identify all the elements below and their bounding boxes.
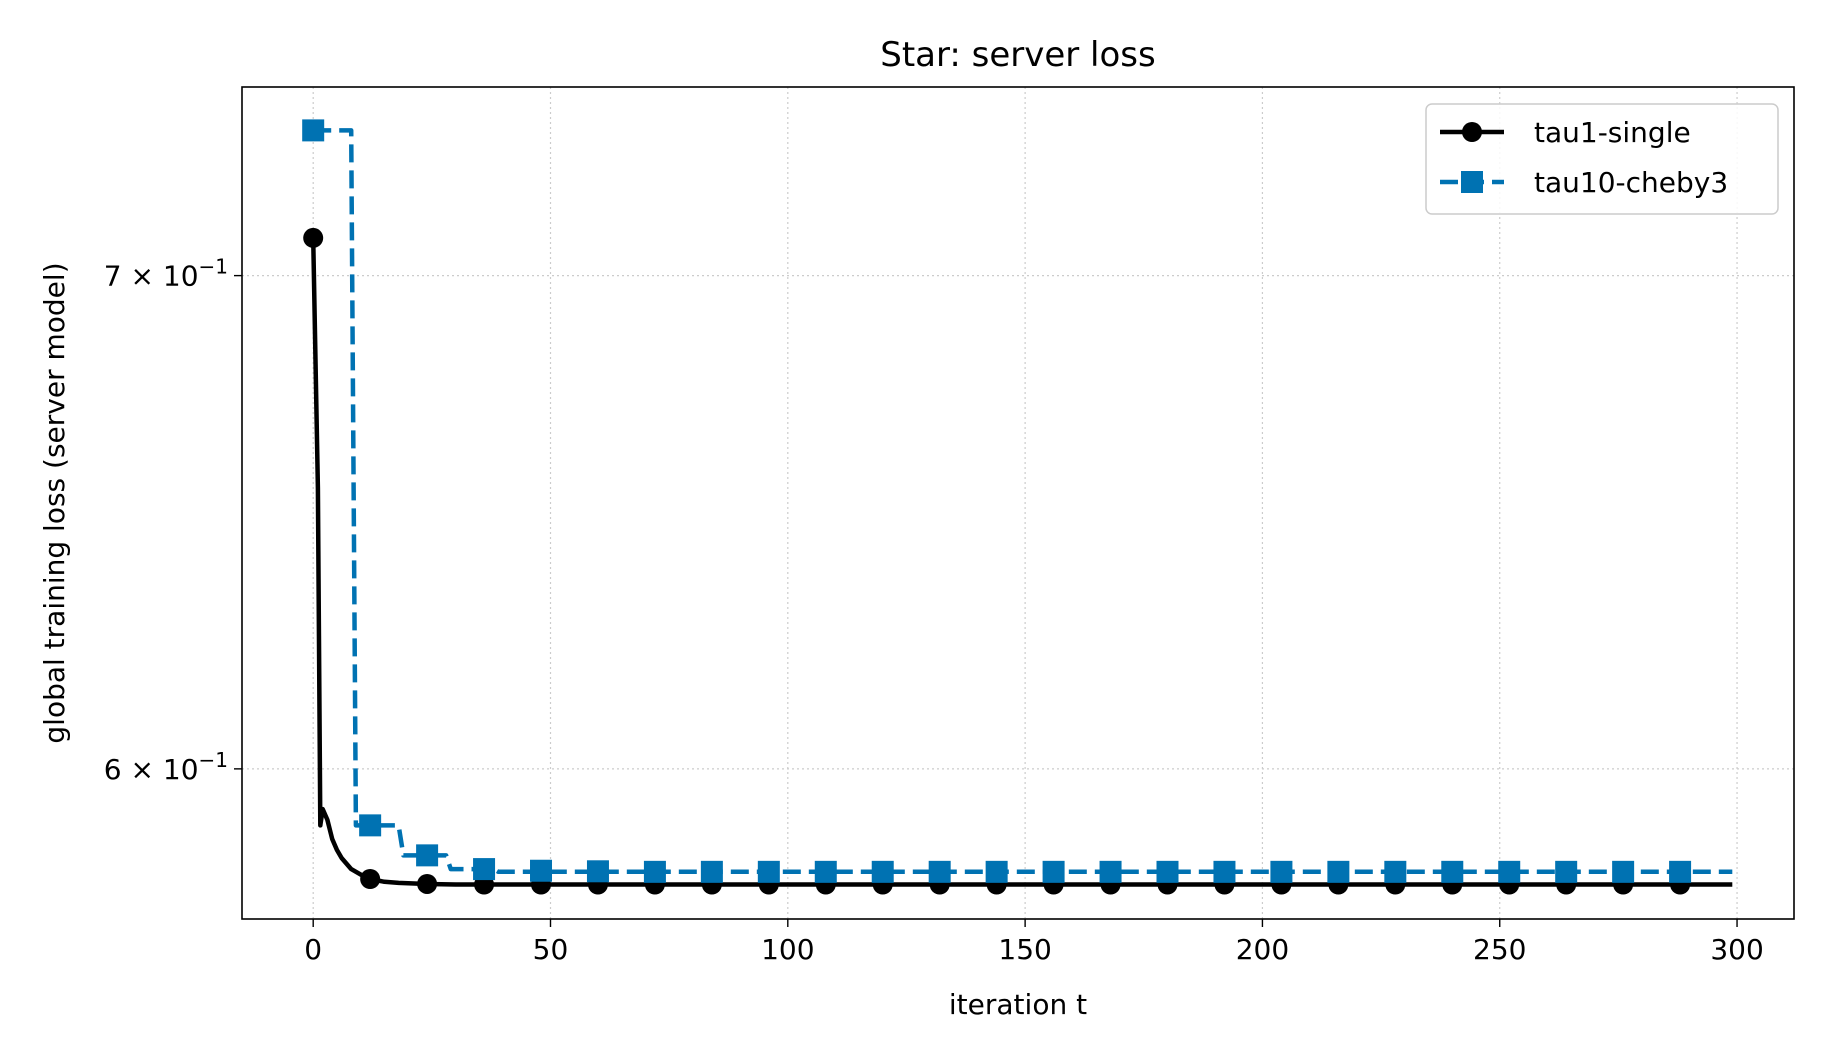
- x-tick-label: 50: [533, 933, 569, 966]
- data-point: [1669, 860, 1692, 883]
- y-tick-mantissa: 7: [104, 260, 122, 293]
- y-tick-label: 7 × 10−1: [104, 255, 228, 293]
- data-point: [1441, 860, 1464, 883]
- y-tick-mantissa: 6: [104, 753, 122, 786]
- data-point: [1042, 860, 1065, 883]
- x-tick-label: 300: [1710, 933, 1763, 966]
- series-tau10-cheby3: [302, 119, 1733, 883]
- y-tick-times: × 10: [122, 753, 199, 786]
- data-point: [871, 860, 894, 883]
- data-point: [360, 869, 381, 890]
- data-point: [586, 860, 609, 883]
- data-point: [1213, 860, 1236, 883]
- data-point: [1099, 860, 1122, 883]
- data-point: [1384, 860, 1407, 883]
- y-axis: 7 × 10−16 × 10−1: [104, 255, 242, 786]
- y-axis-label: global training loss (server model): [38, 262, 71, 743]
- data-point: [700, 860, 723, 883]
- data-point: [530, 859, 553, 882]
- x-axis: 0 50 100 150 200 250 300: [304, 919, 1764, 966]
- legend-marker: [1462, 122, 1482, 142]
- data-point: [416, 844, 439, 867]
- data-point: [1327, 860, 1350, 883]
- data-point: [757, 860, 780, 883]
- x-tick-label: 100: [761, 933, 814, 966]
- data-point: [643, 860, 666, 883]
- data-point: [473, 858, 496, 881]
- data-point: [303, 227, 324, 248]
- chart-title: Star: server loss: [880, 35, 1156, 75]
- y-tick-exponent: −1: [199, 255, 228, 279]
- legend-label: tau10-cheby3: [1534, 166, 1728, 199]
- x-tick-label: 150: [998, 933, 1051, 966]
- y-tick-times: × 10: [122, 260, 199, 293]
- data-point: [1270, 860, 1293, 883]
- data-point: [359, 814, 382, 837]
- data-point: [1498, 860, 1521, 883]
- legend-marker: [1461, 171, 1483, 193]
- grid: [242, 87, 1794, 919]
- legend-box: [1425, 103, 1779, 215]
- series-layer: [302, 119, 1733, 895]
- y-tick-exponent: −1: [199, 748, 228, 772]
- x-tick-label: 250: [1473, 933, 1526, 966]
- data-point: [985, 860, 1008, 883]
- data-point: [1555, 860, 1578, 883]
- data-point: [814, 860, 837, 883]
- data-point: [1156, 860, 1179, 883]
- data-point: [1612, 860, 1635, 883]
- x-tick-label: 0: [304, 933, 322, 966]
- legend-label: tau1-single: [1534, 116, 1691, 149]
- legend: tau1-single tau10-cheby3: [1425, 103, 1779, 215]
- x-tick-label: 200: [1236, 933, 1289, 966]
- data-point: [417, 873, 438, 894]
- plot-frame: [241, 86, 1795, 920]
- data-point: [302, 119, 325, 142]
- y-tick-label: 6 × 10−1: [104, 748, 228, 786]
- data-point: [928, 860, 951, 883]
- x-axis-label: iteration t: [949, 988, 1087, 1021]
